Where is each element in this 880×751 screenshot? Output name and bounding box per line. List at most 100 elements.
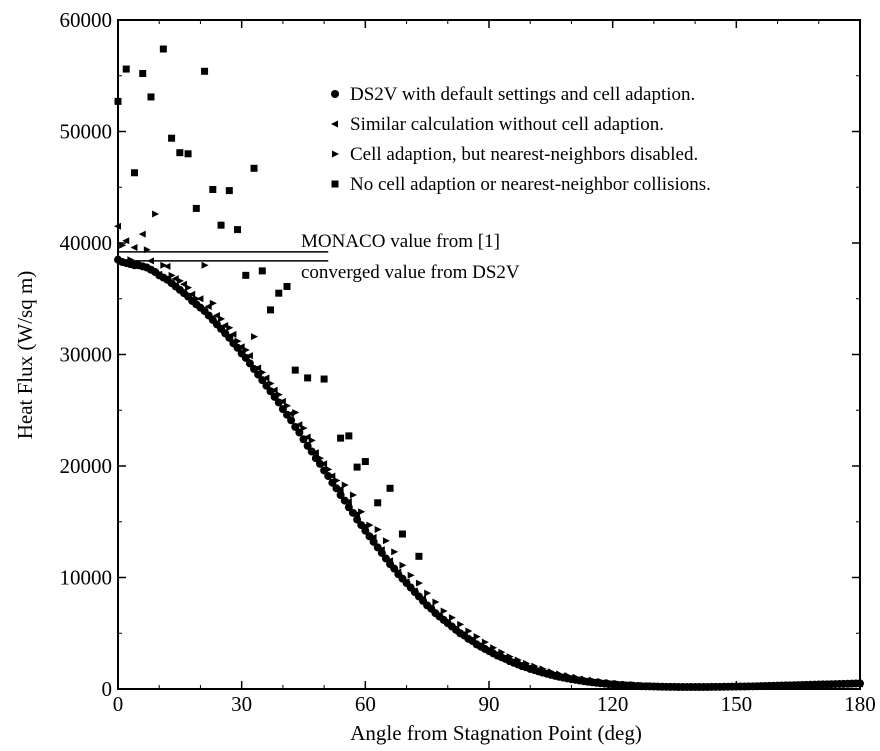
data-point-triangle-right (341, 481, 349, 489)
data-point-square (192, 204, 200, 212)
data-point-triangle-right (605, 678, 613, 686)
legend-marker-triangle-left (331, 120, 338, 128)
data-point-square (320, 375, 328, 383)
data-point-triangle-left (311, 449, 319, 457)
data-point-square (291, 366, 299, 374)
data-point-triangle-right (251, 333, 259, 341)
data-point-triangle-right (349, 491, 357, 499)
data-point-triangle-right (807, 681, 815, 689)
data-point-square (386, 484, 394, 492)
data-point-triangle-left (394, 568, 402, 576)
data-point-triangle-left (122, 237, 130, 245)
data-point-triangle-right (457, 620, 465, 628)
data-point-triangle-left (344, 498, 352, 506)
y-axis-title: Heat Flux (W/sq m) (13, 271, 37, 440)
x-tick-label: 150 (721, 692, 753, 716)
data-point-triangle-right (391, 548, 399, 556)
legend-label: Similar calculation without cell adaptio… (350, 114, 664, 135)
legend-item: Similar calculation without cell adaptio… (331, 114, 664, 135)
data-point-triangle-right (218, 315, 226, 323)
x-tick-label: 90 (479, 692, 500, 716)
data-point-triangle-right (127, 256, 135, 264)
data-point-triangle-right (490, 644, 498, 652)
data-point-square (345, 432, 353, 440)
data-point-triangle-right (556, 670, 564, 678)
data-point-circle (315, 459, 324, 468)
data-point-triangle-left (419, 595, 427, 603)
data-point-square (250, 164, 258, 172)
legend: DS2V with default settings and cell adap… (331, 84, 711, 195)
data-point-square (130, 169, 138, 177)
data-point-circle (390, 564, 399, 573)
data-point-triangle-left (670, 683, 678, 691)
data-point-triangle-right (267, 379, 275, 387)
data-point-triangle-right (506, 653, 514, 661)
data-point-triangle-right (358, 508, 366, 516)
y-tick-label: 60000 (60, 8, 113, 32)
legend-label: Cell adaption, but nearest-neighbors dis… (350, 144, 698, 165)
data-point-triangle-right (333, 476, 341, 484)
series-layer (114, 45, 864, 692)
data-point-square (217, 221, 225, 229)
data-point-circle (303, 441, 312, 450)
x-tick-label: 30 (231, 692, 252, 716)
y-tick-label: 20000 (60, 454, 113, 478)
data-point-triangle-right (465, 627, 473, 635)
data-point-triangle-right (622, 680, 630, 688)
data-point-triangle-right (638, 681, 646, 689)
data-point-square (209, 185, 217, 193)
data-point-triangle-left (163, 262, 171, 270)
y-tick-label: 30000 (60, 343, 113, 367)
x-tick-label: 180 (844, 692, 876, 716)
series-triangle-right (119, 210, 856, 691)
data-point-triangle-right (415, 579, 423, 587)
data-point-square (258, 267, 266, 275)
legend-label: No cell adaption or nearest-neighbor col… (350, 174, 711, 195)
data-point-triangle-right (242, 346, 250, 354)
data-point-circle (245, 359, 254, 368)
data-point-triangle-right (564, 672, 572, 680)
data-point-triangle-right (745, 682, 753, 690)
data-point-triangle-left (794, 681, 802, 689)
data-point-triangle-left (377, 546, 385, 554)
data-point-triangle-left (402, 578, 410, 586)
legend-label: DS2V with default settings and cell adap… (350, 84, 695, 105)
data-point-triangle-right (185, 284, 193, 292)
data-point-triangle-left (138, 230, 146, 238)
data-point-triangle-right (539, 665, 547, 673)
data-point-square (275, 289, 283, 297)
data-point-circle (353, 515, 362, 524)
legend-item: No cell adaption or nearest-neighbor col… (331, 174, 711, 195)
data-point-triangle-right (209, 299, 217, 307)
data-point-triangle-right (597, 677, 605, 685)
data-point-triangle-right (828, 681, 836, 689)
data-point-circle (344, 503, 353, 512)
data-point-triangle-right (589, 676, 597, 684)
data-point-triangle-right (176, 277, 184, 285)
data-point-square (139, 70, 147, 78)
legend-item: Cell adaption, but nearest-neighbors dis… (332, 144, 698, 165)
data-point-triangle-right (143, 246, 151, 254)
data-point-square (159, 45, 167, 53)
data-point-triangle-left (262, 374, 270, 382)
data-point-triangle-right (275, 391, 283, 399)
data-point-square (114, 97, 122, 105)
data-point-square (122, 65, 130, 73)
data-point-triangle-right (407, 571, 415, 579)
data-point-triangle-left (114, 222, 121, 230)
data-point-triangle-right (382, 537, 390, 545)
data-point-triangle-left (245, 352, 253, 360)
data-point-square (242, 271, 250, 279)
data-point-square (184, 150, 192, 158)
data-point-triangle-right (786, 682, 794, 690)
x-tick-label: 0 (113, 692, 124, 716)
data-point-triangle-right (848, 680, 856, 688)
data-point-triangle-right (135, 259, 143, 267)
data-point-square (374, 499, 382, 507)
data-point-triangle-right (193, 295, 201, 303)
data-point-triangle-right (580, 675, 588, 683)
reference-line-label: MONACO value from [1] (301, 231, 500, 252)
data-point-circle (225, 333, 234, 342)
data-point-square (225, 187, 233, 195)
